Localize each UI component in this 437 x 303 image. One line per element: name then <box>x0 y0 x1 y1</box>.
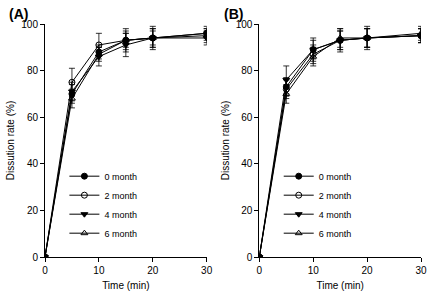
svg-text:6 month: 6 month <box>104 229 137 239</box>
svg-text:60: 60 <box>241 112 253 123</box>
svg-text:0: 0 <box>257 265 263 276</box>
svg-text:Time (min): Time (min) <box>102 280 149 291</box>
svg-text:30: 30 <box>415 265 427 276</box>
svg-text:(A): (A) <box>9 6 28 22</box>
svg-text:80: 80 <box>241 65 253 76</box>
svg-text:40: 40 <box>27 158 39 169</box>
svg-text:0 month: 0 month <box>104 172 137 182</box>
svg-text:30: 30 <box>201 265 213 276</box>
svg-text:20: 20 <box>241 205 253 216</box>
svg-text:0 month: 0 month <box>319 172 352 182</box>
svg-text:4 month: 4 month <box>319 210 352 220</box>
svg-text:40: 40 <box>241 158 253 169</box>
svg-text:10: 10 <box>308 265 320 276</box>
svg-text:2 month: 2 month <box>104 191 137 201</box>
svg-text:100: 100 <box>236 19 253 30</box>
svg-text:Time (min): Time (min) <box>316 280 363 291</box>
svg-text:10: 10 <box>93 265 105 276</box>
svg-text:60: 60 <box>27 112 39 123</box>
svg-text:6 month: 6 month <box>319 229 352 239</box>
svg-text:100: 100 <box>21 19 38 30</box>
svg-text:20: 20 <box>27 205 39 216</box>
svg-text:0: 0 <box>247 252 253 263</box>
svg-text:80: 80 <box>27 65 39 76</box>
svg-text:Dissution rate (%): Dissution rate (%) <box>5 101 16 180</box>
svg-text:(B): (B) <box>224 6 243 22</box>
svg-text:2 month: 2 month <box>319 191 352 201</box>
svg-text:0: 0 <box>32 252 38 263</box>
svg-text:4 month: 4 month <box>104 210 137 220</box>
svg-text:20: 20 <box>362 265 374 276</box>
svg-text:20: 20 <box>147 265 159 276</box>
svg-text:0: 0 <box>42 265 48 276</box>
svg-text:Dissution rate (%): Dissution rate (%) <box>220 101 231 180</box>
